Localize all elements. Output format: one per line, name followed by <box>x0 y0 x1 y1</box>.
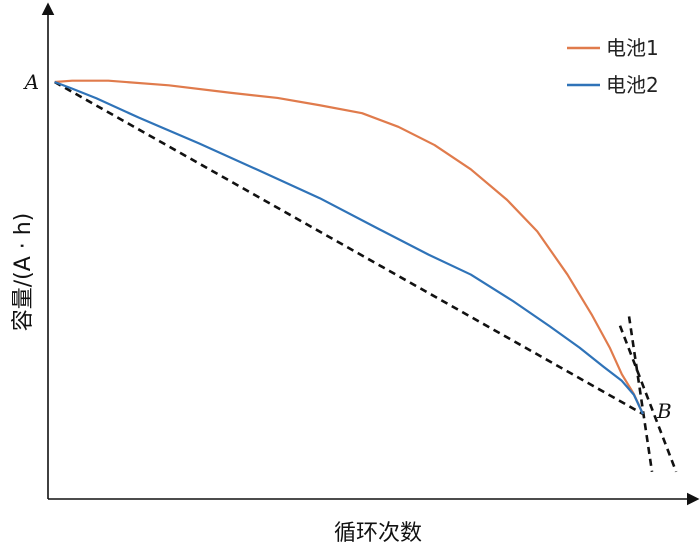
reference-line-3 <box>627 316 654 472</box>
series-line-1 <box>54 79 644 415</box>
reference-line-1 <box>54 80 644 416</box>
legend-label-1: 电池1 <box>606 36 659 60</box>
reference-line-2 <box>618 325 678 473</box>
point-labels: AB <box>23 70 672 423</box>
x-axis-label: 循环次数 <box>334 521 422 546</box>
point-label-b: B <box>656 399 672 423</box>
legend-label-2: 电池2 <box>606 73 659 97</box>
point-label-a: A <box>23 70 39 94</box>
y-axis-label: 容量/(A · h) <box>11 213 36 332</box>
legend: 电池1 电池2 <box>567 36 659 97</box>
reference-lines <box>54 80 678 473</box>
series-line-2 <box>54 80 644 415</box>
series-lines <box>54 79 644 415</box>
